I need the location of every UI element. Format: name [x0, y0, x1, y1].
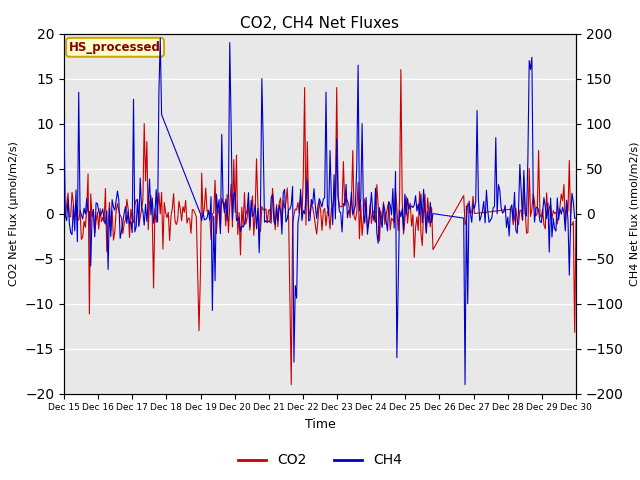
Title: CO2, CH4 Net Fluxes: CO2, CH4 Net Fluxes: [241, 16, 399, 31]
Y-axis label: CH4 Net Flux (nmol/m2/s): CH4 Net Flux (nmol/m2/s): [629, 141, 639, 286]
Legend: CO2, CH4: CO2, CH4: [232, 448, 408, 473]
Y-axis label: CO2 Net Flux (μmol/m2/s): CO2 Net Flux (μmol/m2/s): [10, 141, 19, 286]
Text: HS_processed: HS_processed: [69, 41, 161, 54]
X-axis label: Time: Time: [305, 418, 335, 431]
